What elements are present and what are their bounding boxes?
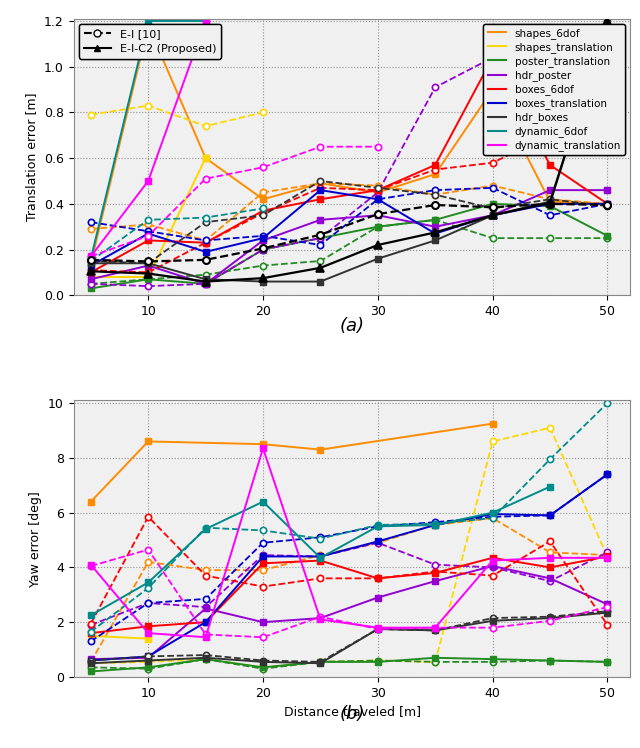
X-axis label: Distance traveled [m]: Distance traveled [m] (284, 705, 420, 718)
Legend: shapes_6dof, shapes_translation, poster_translation, hdr_poster, boxes_6dof, box: shapes_6dof, shapes_translation, poster_… (483, 24, 625, 156)
Text: (b): (b) (339, 705, 365, 723)
Text: (a): (a) (339, 317, 365, 335)
Y-axis label: Translation error [m]: Translation error [m] (26, 93, 38, 221)
Y-axis label: Yaw error [deg]: Yaw error [deg] (29, 491, 42, 586)
